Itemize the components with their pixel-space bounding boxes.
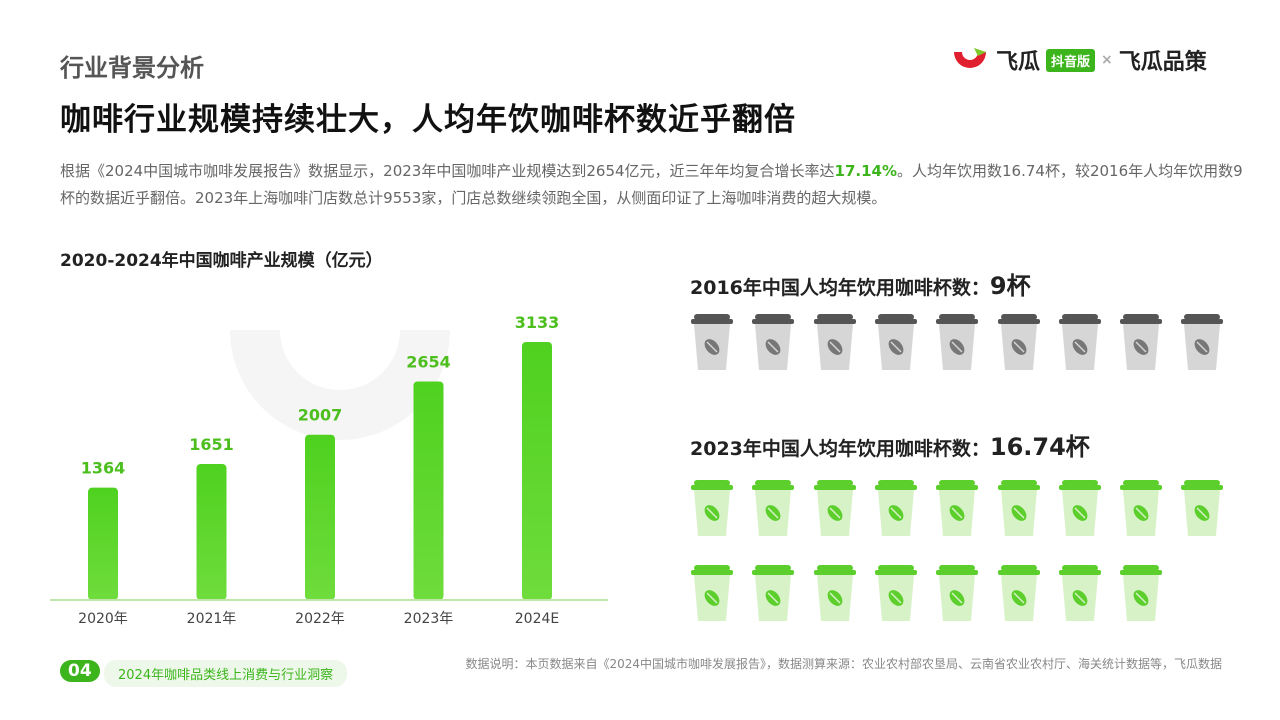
report-name: 2024年咖啡品类线上消费与行业洞察 [104,660,348,687]
desc-part2: 。人均年饮用数16.74杯，较2016年人均年饮用数9杯的数据近乎翻倍。2023… [60,162,1243,207]
bar [88,487,118,600]
bar [522,342,552,600]
coffee-cup-icon [874,312,918,376]
page-number: 04 [60,660,100,682]
description: 根据《2024中国城市咖啡发展报告》数据显示，2023年中国咖啡产业规模达到26… [60,158,1245,212]
data-label: 2007 [298,406,343,425]
data-label: 1364 [81,459,126,478]
logo-brand: 飞瓜 [996,50,1041,75]
cups-2016-value: 9杯 [989,272,1031,300]
coffee-cup-icon [751,312,795,376]
desc-part1: 根据《2024中国城市咖啡发展报告》数据显示，2023年中国咖啡产业规模达到26… [60,162,835,180]
x-tick-label: 2022年 [295,611,345,627]
data-label: 1651 [189,435,234,454]
cups-2023-value: 16.74杯 [989,433,1090,461]
coffee-cup-icon [813,478,857,542]
coffee-cup-icon [935,312,979,376]
coffee-cup-icon [690,563,734,627]
data-source: 数据说明：本页数据来自《2024中国城市咖啡发展报告》，数据测算来源：农业农村部… [465,657,1222,671]
logo-partner: 飞瓜品策 [1118,50,1207,75]
coffee-cup-icon [997,563,1041,627]
coffee-cup-icon [935,478,979,542]
coffee-cup-icon [751,478,795,542]
coffee-cup-icon [935,563,979,627]
x-tick-label: 2021年 [187,611,237,627]
x-tick-label: 2023年 [404,611,454,627]
coffee-cup-icon [874,563,918,627]
chart-title: 2020-2024年中国咖啡产业规模（亿元） [60,251,383,271]
bar [196,464,227,600]
bar [305,434,335,600]
data-label: 3133 [515,313,560,332]
coffee-cup-icon [813,563,857,627]
cups-2023-title: 2023年中国人均年饮用咖啡杯数：16.74杯 [690,427,1090,462]
x-tick-label: 2024E [515,611,559,627]
coffee-cup-icon [1180,312,1224,376]
coffee-cup-icon [1180,478,1224,542]
coffee-cup-icon [874,478,918,542]
bar-chart: 1364 2020年 1651 2021年 2007 2022年 2654 2023年 3133… [50,313,608,627]
coffee-cup-icon [751,563,795,627]
coffee-cup-icon [690,312,734,376]
cups-2016-title: 2016年中国人均年饮用咖啡杯数：9杯 [690,266,1031,301]
coffee-cup-icon [1058,312,1102,376]
logo-badge: 抖音版 [1046,48,1096,72]
coffee-cup-icon [997,478,1041,542]
cups-2016-label: 2016年中国人均年饮用咖啡杯数： [690,277,990,299]
section-title: 行业背景分析 [60,54,204,82]
bar [413,381,444,600]
logo: 飞瓜 抖音版 × 飞瓜品策 [950,44,1207,76]
feigua-logo-icon [954,48,986,68]
page-title: 咖啡行业规模持续壮大，人均年饮咖啡杯数近乎翻倍 [60,102,796,138]
coffee-cup-icon [1058,478,1102,542]
coffee-cup-icon [1119,312,1163,376]
watermark-logo [230,330,450,440]
coffee-cup-icon [1119,563,1163,627]
coffee-cup-icon [1058,563,1102,627]
x-tick-label: 2020年 [78,611,128,627]
logo-times: × [1101,52,1113,68]
desc-highlight: 17.14% [834,162,898,180]
coffee-cup-icon [690,478,734,542]
data-label: 2654 [406,352,451,371]
cups-2023-label: 2023年中国人均年饮用咖啡杯数： [690,438,990,460]
coffee-cup-icon [1119,478,1163,542]
coffee-cup-icon [997,312,1041,376]
coffee-cup-icon [813,312,857,376]
